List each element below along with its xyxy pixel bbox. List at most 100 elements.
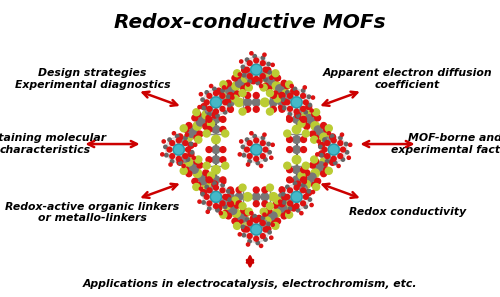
Circle shape <box>308 118 316 126</box>
Circle shape <box>262 201 268 207</box>
Circle shape <box>332 138 336 143</box>
Circle shape <box>304 205 308 208</box>
Circle shape <box>210 179 212 182</box>
Circle shape <box>239 108 246 115</box>
Circle shape <box>248 240 252 243</box>
Circle shape <box>317 162 325 170</box>
Circle shape <box>195 182 201 188</box>
Circle shape <box>253 135 256 138</box>
Circle shape <box>231 96 234 99</box>
Circle shape <box>320 133 328 142</box>
Circle shape <box>246 84 252 91</box>
Circle shape <box>246 83 250 86</box>
Circle shape <box>214 91 218 96</box>
Circle shape <box>216 88 222 94</box>
Circle shape <box>302 183 305 187</box>
Circle shape <box>216 205 222 211</box>
Circle shape <box>314 166 322 173</box>
Circle shape <box>288 207 292 210</box>
Circle shape <box>286 116 290 119</box>
Circle shape <box>272 202 278 208</box>
Circle shape <box>279 187 285 193</box>
Circle shape <box>252 99 260 106</box>
Circle shape <box>300 107 307 115</box>
Circle shape <box>190 151 194 154</box>
Circle shape <box>320 137 347 163</box>
Circle shape <box>239 203 246 210</box>
Circle shape <box>220 147 226 153</box>
Circle shape <box>221 89 224 92</box>
Circle shape <box>263 213 266 216</box>
Circle shape <box>286 116 292 122</box>
Circle shape <box>183 154 188 159</box>
Circle shape <box>304 100 308 105</box>
Circle shape <box>226 80 232 86</box>
Circle shape <box>248 141 252 146</box>
Circle shape <box>196 173 204 181</box>
Circle shape <box>272 222 279 229</box>
Circle shape <box>274 95 281 102</box>
Circle shape <box>230 203 232 207</box>
Circle shape <box>288 94 292 98</box>
Circle shape <box>292 116 300 123</box>
Circle shape <box>270 99 278 106</box>
Circle shape <box>183 141 188 146</box>
Circle shape <box>195 156 202 163</box>
Text: MOF-borne and
experimental factors: MOF-borne and experimental factors <box>391 133 500 155</box>
Circle shape <box>186 158 190 161</box>
Circle shape <box>282 201 290 210</box>
Circle shape <box>266 90 274 97</box>
Circle shape <box>201 104 206 110</box>
Circle shape <box>310 131 316 137</box>
Circle shape <box>203 89 229 115</box>
Circle shape <box>286 91 289 94</box>
Circle shape <box>270 212 277 220</box>
Circle shape <box>292 176 300 184</box>
Circle shape <box>300 94 306 98</box>
Circle shape <box>203 184 229 210</box>
Circle shape <box>290 179 294 182</box>
Circle shape <box>192 156 196 159</box>
Circle shape <box>266 208 272 213</box>
Circle shape <box>212 116 220 123</box>
Circle shape <box>254 76 258 81</box>
Circle shape <box>220 188 225 193</box>
Circle shape <box>226 193 234 201</box>
Circle shape <box>214 185 218 190</box>
Circle shape <box>206 120 212 126</box>
Circle shape <box>281 213 287 219</box>
Circle shape <box>212 182 216 185</box>
Circle shape <box>220 199 227 207</box>
Circle shape <box>254 201 259 207</box>
Circle shape <box>262 210 268 216</box>
Circle shape <box>294 109 299 114</box>
Circle shape <box>244 67 250 72</box>
Text: Retaining molecular
characteristics: Retaining molecular characteristics <box>0 133 106 155</box>
Circle shape <box>274 75 280 81</box>
Circle shape <box>272 72 278 78</box>
Circle shape <box>300 137 306 143</box>
Circle shape <box>260 208 267 215</box>
Circle shape <box>300 184 307 192</box>
Circle shape <box>286 93 293 100</box>
Circle shape <box>260 234 265 238</box>
Circle shape <box>245 72 253 79</box>
Circle shape <box>330 134 336 140</box>
Circle shape <box>254 236 258 241</box>
Circle shape <box>226 213 232 219</box>
Circle shape <box>250 144 262 155</box>
Circle shape <box>200 187 202 190</box>
Circle shape <box>250 212 253 215</box>
Circle shape <box>282 99 288 105</box>
Circle shape <box>344 142 348 146</box>
Circle shape <box>248 221 252 225</box>
Circle shape <box>298 120 305 127</box>
Circle shape <box>268 151 272 154</box>
Circle shape <box>328 132 330 135</box>
Circle shape <box>295 181 300 187</box>
Circle shape <box>311 169 320 178</box>
Circle shape <box>235 98 244 107</box>
Circle shape <box>303 86 306 89</box>
Circle shape <box>334 161 337 165</box>
Circle shape <box>230 109 232 112</box>
